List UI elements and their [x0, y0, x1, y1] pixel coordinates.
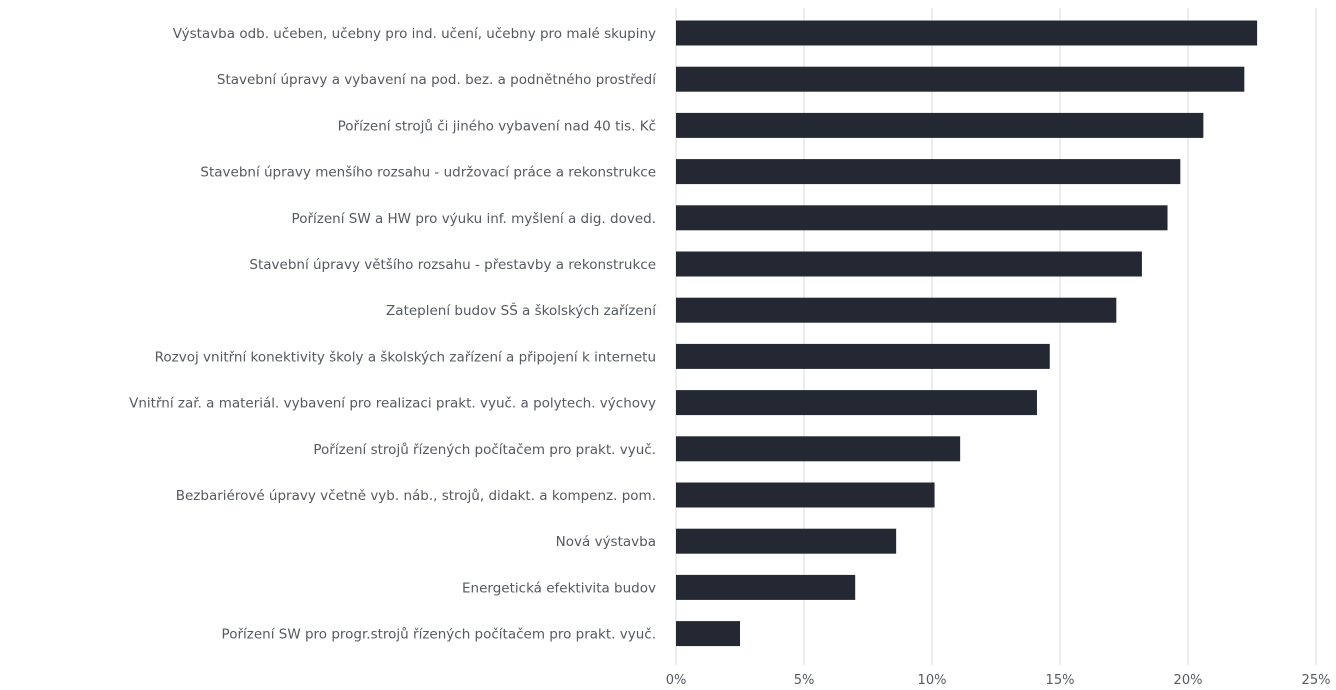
bar: [676, 251, 1142, 277]
category-label: Vnitřní zař. a materiál. vybavení pro re…: [129, 396, 656, 412]
category-labels: Výstavba odb. učeben, učebny pro ind. uč…: [129, 26, 657, 643]
category-label: Pořízení strojů řízených počítačem pro p…: [313, 442, 656, 458]
category-label: Výstavba odb. učeben, učebny pro ind. uč…: [173, 26, 656, 42]
category-label: Pořízení SW pro progr.strojů řízených po…: [222, 627, 656, 643]
category-label: Pořízení strojů či jiného vybavení nad 4…: [338, 118, 656, 134]
bar: [676, 436, 961, 462]
bar: [676, 205, 1168, 231]
category-label: Stavební úpravy a vybavení na pod. bez. …: [217, 72, 657, 88]
category-label: Rozvoj vnitřní konektivity školy a škols…: [155, 349, 656, 365]
gridlines: [675, 8, 1317, 665]
x-tick-label: 15%: [1046, 673, 1075, 688]
category-label: Stavební úpravy většího rozsahu - přesta…: [249, 257, 656, 273]
x-tick-label: 0%: [666, 673, 687, 688]
x-tick-label: 20%: [1174, 673, 1203, 688]
bar: [676, 20, 1258, 46]
category-label: Zateplení budov SŠ a školských zařízení: [386, 301, 657, 319]
bar: [676, 159, 1181, 185]
x-tick-label: 10%: [918, 673, 947, 688]
x-tick-label: 5%: [794, 673, 815, 688]
bar: [676, 528, 897, 554]
bar: [676, 66, 1245, 92]
x-tick-label: 25%: [1302, 673, 1331, 688]
bar: [676, 390, 1037, 416]
category-label: Bezbariérové úpravy včetně vyb. náb., st…: [176, 488, 656, 504]
bars: [676, 20, 1258, 647]
bar: [676, 112, 1204, 138]
bar: [676, 297, 1117, 323]
bar: [676, 482, 935, 508]
category-label: Nová výstavba: [556, 534, 656, 550]
bar: [676, 343, 1050, 369]
category-label: Energetická efektivita budov: [462, 580, 656, 596]
bar: [676, 574, 856, 600]
category-label: Pořízení SW a HW pro výuku inf. myšlení …: [292, 211, 656, 227]
x-axis-tick-labels: 0% 5% 10% 15% 20% 25%: [666, 673, 1331, 688]
bar: [676, 621, 740, 647]
category-label: Stavební úpravy menšího rozsahu - udržov…: [200, 165, 656, 181]
